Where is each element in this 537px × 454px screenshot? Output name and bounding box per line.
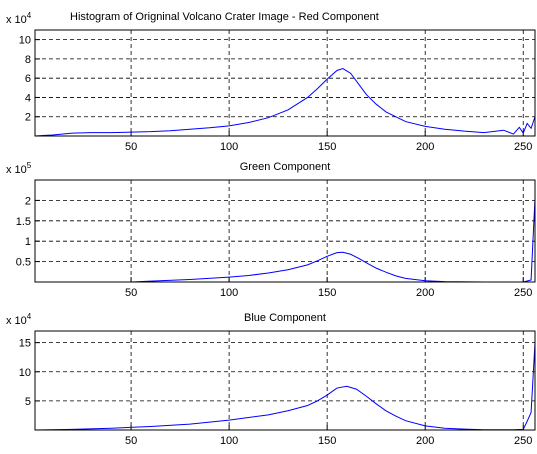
- y-tick-label: 10: [19, 35, 31, 47]
- x-tick-label: 250: [514, 141, 532, 153]
- x-tick-label: 100: [220, 287, 238, 299]
- y-scale-base: x 10: [6, 164, 27, 176]
- x-tick-label: 250: [514, 287, 532, 299]
- data-line: [35, 198, 536, 283]
- y-tick-label: 1.5: [16, 216, 31, 228]
- axes: 50 100 150 200 250 5 10 15 x 104 Blue Component: [6, 312, 536, 447]
- plot-area: [35, 331, 535, 430]
- x-tick-label: 150: [318, 435, 336, 447]
- chart-title: Green Component: [240, 161, 331, 173]
- x-tick-label: 250: [514, 435, 532, 447]
- y-tick-label: 5: [25, 396, 31, 408]
- axes: 50 100 150 200 250 0.5 1 1.5 2 x 105 Green Compone…: [6, 161, 536, 299]
- y-tick-label: 0.5: [16, 257, 31, 269]
- y-scale-label: x 104: [6, 312, 32, 327]
- x-tick-label: 50: [125, 287, 137, 299]
- y-tick-label: 2: [25, 112, 31, 124]
- y-tick-label: 8: [25, 54, 31, 66]
- y-scale-power: 4: [27, 11, 32, 20]
- data-line: [34, 68, 536, 137]
- x-tick-label: 150: [318, 287, 336, 299]
- axes-box: [34, 179, 536, 283]
- axes-box: [34, 29, 536, 137]
- y-scale-base: x 10: [6, 14, 27, 26]
- plot-area: [35, 180, 535, 282]
- y-tick-label: 4: [25, 92, 31, 104]
- y-scale-power: 5: [27, 161, 32, 170]
- y-scale-label: x 105: [6, 161, 32, 176]
- axes-box: [34, 330, 536, 431]
- x-tick-label: 100: [220, 435, 238, 447]
- x-tick-label: 50: [125, 141, 137, 153]
- x-tick-label: 200: [416, 287, 434, 299]
- y-tick-label: 6: [25, 73, 31, 85]
- x-tick-label: 200: [416, 435, 434, 447]
- plot-area: [35, 30, 535, 136]
- x-tick-label: 100: [220, 141, 238, 153]
- y-tick-label: 2: [25, 195, 31, 207]
- x-tick-label: 50: [125, 435, 137, 447]
- chart-title: Histogram of Origninal Volcano Crater Im…: [70, 11, 379, 23]
- x-tick-label: 200: [416, 141, 434, 153]
- y-tick-label: 15: [19, 338, 31, 350]
- x-tick-label: 150: [318, 141, 336, 153]
- chart-title: Blue Component: [244, 312, 326, 324]
- y-scale-power: 4: [27, 312, 32, 321]
- y-tick-label: 1: [25, 236, 31, 248]
- y-scale-base: x 10: [6, 315, 27, 327]
- y-tick-label: 10: [19, 367, 31, 379]
- y-scale-label: x 104: [6, 11, 32, 26]
